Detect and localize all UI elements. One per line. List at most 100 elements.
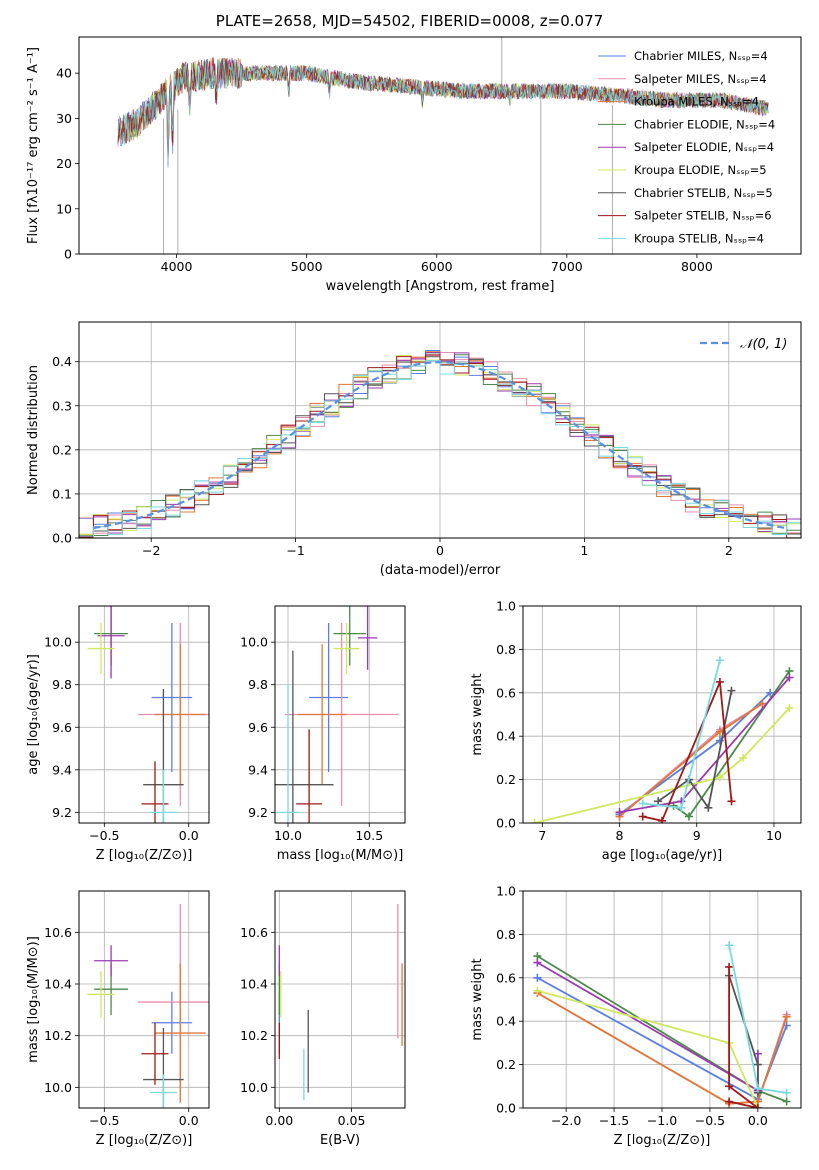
errorbar-point (333, 606, 366, 666)
x-tick-label: −1.0 (647, 1113, 677, 1128)
plot-area (533, 941, 791, 1108)
errorbar-point (297, 644, 347, 785)
y-tick-label: 9.2 (52, 805, 72, 820)
plus-marker (782, 1088, 791, 1097)
y-tick-label: 10.4 (240, 977, 268, 992)
mass-weight-line (537, 989, 759, 1108)
x-tick-label: 10.5 (355, 828, 383, 843)
plot-area (278, 903, 403, 1101)
y-tick-label: 0.2 (496, 772, 516, 787)
x-tick-label: 0.05 (338, 1113, 366, 1128)
x-tick-label: 6000 (421, 259, 453, 274)
legend-label: Chabrier STELIB, Nₛₛₚ=5 (634, 186, 773, 200)
spectrum-legend: Chabrier MILES, Nₛₛₚ=4 Salpeter MILES, Nₛ… (598, 49, 775, 245)
x-tick-label: 10.0 (274, 828, 302, 843)
plus-marker (677, 803, 686, 812)
plus-marker (715, 656, 724, 665)
mass-weight-line (536, 961, 759, 1093)
y-tick-label: 0.0 (496, 1101, 516, 1116)
plus-marker (753, 1084, 762, 1093)
plus-marker (530, 819, 539, 823)
x-tick-label: 2 (725, 543, 733, 558)
x-tick-label: 10 (766, 828, 782, 843)
y-tick-label: 0.4 (52, 354, 72, 369)
y-tick-label: 10.0 (240, 635, 268, 650)
plus-marker (758, 699, 767, 708)
mass-weight-line (642, 681, 733, 822)
spectrum-line (117, 57, 769, 166)
x-tick-label: 0.0 (179, 1113, 199, 1128)
plus-marker (785, 703, 794, 712)
plot-area (79, 349, 801, 538)
y-tick-label: 0.4 (496, 729, 516, 744)
y-tick-label: 0.4 (496, 1014, 516, 1029)
x-tick-label: 9 (693, 828, 701, 843)
errorbar-point (141, 761, 169, 823)
x-tick-label: 8 (616, 828, 624, 843)
plus-marker (658, 816, 666, 823)
plus-marker (727, 797, 736, 806)
panel-mass_vs_Z: −0.5 0.0 10.0 10.2 10.4 10.6 Z [log₁₀(Z/Z⊙)] ma… (26, 890, 210, 1148)
y-tick-label: 0.2 (496, 1057, 516, 1072)
plus-marker (533, 958, 542, 967)
x-tick-label: 4000 (161, 259, 193, 274)
plus-marker (739, 753, 748, 762)
y-tick-label: 10.0 (44, 635, 72, 650)
plus-marker (654, 797, 663, 806)
x-tick-label: 8000 (681, 259, 713, 274)
axes-frame (78, 321, 802, 539)
x-tick-label: 7 (538, 828, 546, 843)
x-axis-label: age [log₁₀(age/yr)] (602, 848, 723, 863)
plot-area (117, 37, 769, 254)
plus-marker (615, 808, 624, 817)
x-axis-label: Z [log₁₀(Z/Z⊙)] (96, 1133, 193, 1148)
y-tick-label: 10.0 (44, 1080, 72, 1095)
legend-label: Kroupa ELODIE, Nₛₛₚ=5 (634, 163, 767, 177)
plus-marker (766, 688, 775, 697)
y-tick-label: 1.0 (496, 884, 516, 899)
figure-title: PLATE=2658, MJD=54502, FIBERID=0008, z=0… (215, 12, 604, 30)
mass-weight-line (728, 967, 759, 1108)
errorbar-point (333, 623, 360, 675)
legend-label: Salpeter MILES, Nₛₛₚ=4 (634, 72, 767, 86)
panel-spectrum: 4000 5000 6000 7000 8000 0 10 20 30 40 wavelength … (26, 36, 802, 294)
x-tick-label: −1.5 (599, 1113, 629, 1128)
normal-curve (93, 360, 787, 530)
x-tick-label: −0.5 (89, 828, 119, 843)
plus-marker (753, 1060, 762, 1069)
y-axis-label: mass [log₁₀(M/M⊙)] (26, 936, 41, 1063)
errorbar-point (151, 991, 193, 1054)
x-tick-label: −2 (142, 543, 160, 558)
axes-frame (78, 36, 802, 255)
y-tick-label: 0.1 (52, 486, 72, 501)
y-tick-label: 10.6 (44, 925, 72, 940)
legend-label: Chabrier ELODIE, Nₛₛₚ=4 (634, 117, 775, 131)
y-axis-label: Normed distribution (26, 365, 41, 495)
panel-age_vs_mass: 10.0 10.5 9.2 9.4 9.6 9.8 10.0 mass [log₁₀(M/M⊙… (240, 605, 406, 863)
x-tick-label: 0.0 (179, 828, 199, 843)
axes-frame (274, 890, 406, 1109)
plus-marker (725, 962, 734, 971)
x-axis-label: mass [log₁₀(M/M⊙)] (277, 848, 404, 863)
x-axis-label: Z [log₁₀(Z/Z⊙)] (614, 1133, 711, 1148)
plus-marker (533, 986, 542, 995)
axes-frame (78, 605, 210, 824)
y-tick-label: 10.0 (240, 1080, 268, 1095)
plus-marker (704, 803, 713, 812)
plot-area (530, 656, 794, 823)
y-tick-label: 10 (56, 201, 72, 216)
y-tick-label: 0 (64, 247, 72, 262)
errorbar-point (154, 644, 206, 785)
plot-area (275, 606, 399, 823)
legend-label: Kroupa MILES, Nₛₛₚ=4 (634, 95, 759, 109)
x-tick-label: −2.0 (551, 1113, 581, 1128)
errorbar-point (87, 623, 115, 675)
y-tick-label: 40 (56, 66, 72, 81)
y-axis-label: mass weight (470, 673, 485, 755)
y-tick-label: 20 (56, 156, 72, 171)
y-tick-label: 9.8 (248, 677, 268, 692)
plus-marker (715, 677, 724, 686)
plus-marker (725, 941, 734, 950)
axes-frame (522, 890, 802, 1109)
axes-frame (522, 605, 802, 824)
